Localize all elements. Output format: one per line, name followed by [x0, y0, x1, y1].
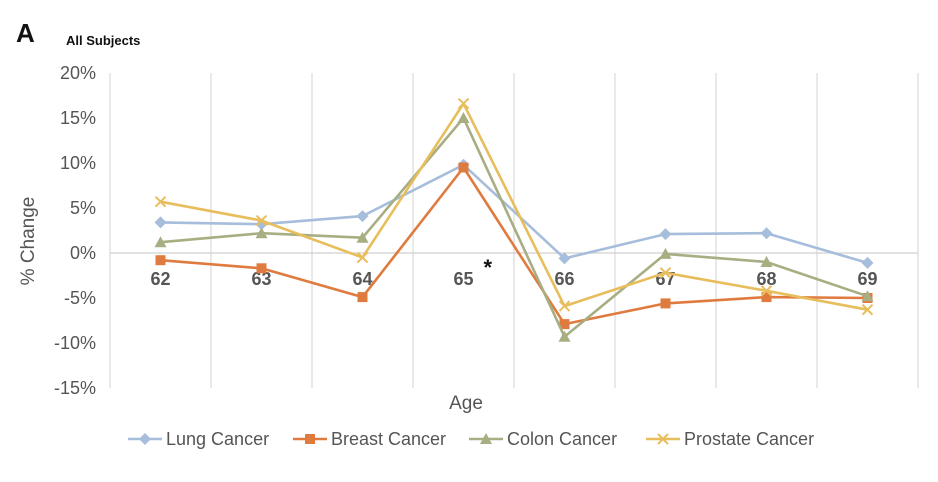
data-point	[659, 247, 672, 259]
data-point	[660, 298, 671, 309]
data-point	[255, 227, 268, 239]
legend-item: Prostate Cancer	[646, 429, 814, 449]
data-point	[558, 330, 571, 342]
data-point	[139, 433, 151, 445]
legend-label: Breast Cancer	[331, 429, 446, 449]
series-line	[160, 116, 868, 339]
data-point	[861, 256, 874, 269]
data-point	[356, 231, 369, 243]
x-tick-label: 65	[453, 269, 473, 289]
legend: Lung Cancer Breast Cancer Colon Cancer Pros…	[128, 429, 814, 449]
data-point	[761, 292, 772, 303]
y-tick-label: -15%	[54, 378, 96, 398]
y-tick-label: 15%	[60, 108, 96, 128]
data-point	[154, 195, 167, 208]
legend-label: Lung Cancer	[166, 429, 269, 449]
data-point	[457, 97, 470, 110]
series-line	[160, 166, 868, 326]
x-axis-title: Age	[449, 393, 483, 414]
data-point	[154, 216, 167, 229]
data-point	[659, 228, 672, 241]
legend-item: Lung Cancer	[128, 429, 269, 449]
data-point	[458, 162, 469, 173]
x-tick-label: 62	[150, 269, 170, 289]
y-tick-label: 0%	[70, 243, 96, 263]
x-tick-label: 64	[352, 269, 372, 289]
x-tick-label: 69	[857, 269, 877, 289]
data-point	[760, 285, 773, 297]
data-point	[760, 256, 773, 267]
y-tick-label: -5%	[64, 288, 96, 308]
y-tick-label: -10%	[54, 333, 96, 353]
data-point	[760, 227, 773, 240]
legend-label: Prostate Cancer	[684, 429, 814, 449]
y-axis-title: % Change	[18, 197, 39, 286]
y-tick-label: 10%	[60, 153, 96, 173]
data-point	[356, 251, 369, 264]
y-tick-label: 20%	[60, 63, 96, 83]
x-tick-label: 66	[554, 269, 574, 289]
data-point	[861, 303, 874, 316]
y-tick-label: 5%	[70, 198, 96, 218]
series-prostate-cancer	[154, 97, 874, 316]
chart-subtitle: All Subjects	[66, 33, 141, 48]
legend-label: Colon Cancer	[507, 429, 617, 449]
legend-item: Breast Cancer	[293, 429, 446, 449]
grid-layer	[109, 73, 919, 388]
data-point	[861, 290, 874, 302]
y-axis-ticks: -15% -10% -5% 0% 5% 10% 15% 20%	[54, 63, 96, 398]
data-point	[659, 267, 672, 279]
data-point	[305, 434, 315, 444]
x-tick-label: 68	[756, 269, 776, 289]
significance-asterisk: *	[484, 255, 493, 280]
data-point	[356, 210, 369, 223]
data-point	[457, 112, 470, 123]
data-point	[480, 433, 492, 444]
series-line	[160, 163, 868, 265]
panel-letter: A	[16, 18, 35, 48]
series-colon-cancer	[154, 112, 874, 342]
data-point	[256, 263, 267, 274]
x-axis-ticks: 62 63 64 65 66 67 68 69	[150, 269, 877, 289]
x-tick-label: 63	[251, 269, 271, 289]
data-point	[657, 433, 669, 445]
data-point	[558, 252, 571, 265]
legend-item: Colon Cancer	[469, 429, 617, 449]
series-line	[160, 102, 868, 311]
data-point	[154, 236, 167, 248]
series-layer	[154, 97, 874, 342]
data-point	[155, 255, 166, 266]
data-point	[255, 214, 268, 227]
data-point	[558, 300, 571, 312]
data-point	[357, 292, 368, 303]
data-point	[559, 319, 570, 330]
